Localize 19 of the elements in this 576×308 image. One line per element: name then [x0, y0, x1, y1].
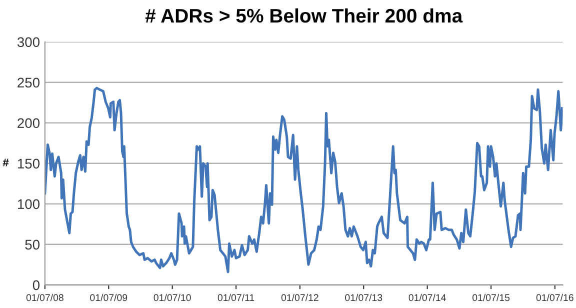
x-tick-label: 01/07/13 [345, 294, 382, 302]
y-tick-label: 0 [32, 280, 40, 290]
line-series [44, 86, 563, 274]
x-tick-label: 01/07/15 [472, 294, 510, 302]
x-tick-label: 01/07/09 [90, 294, 128, 302]
y-tick-label: 250 [18, 78, 40, 88]
x-tick-label: 01/07/10 [154, 294, 191, 302]
x-tick-label: 01/07/12 [281, 294, 318, 302]
chart-title: # ADRs > 5% Below Their 200 dma [145, 8, 463, 23]
y-tick-label: 150 [18, 158, 40, 169]
x-tick-label: 01/07/16 [536, 294, 574, 302]
x-tick-label: 01/07/08 [26, 294, 64, 302]
y-tick-label: 200 [18, 118, 40, 128]
y-axis-title: # [2, 158, 9, 166]
y-tick-label: 50 [25, 240, 40, 250]
x-tick-label: 01/07/11 [218, 294, 254, 302]
y-tick-label: 300 [17, 37, 40, 48]
x-tick-label: 01/07/14 [408, 294, 446, 302]
y-tick-label: 100 [18, 199, 40, 210]
